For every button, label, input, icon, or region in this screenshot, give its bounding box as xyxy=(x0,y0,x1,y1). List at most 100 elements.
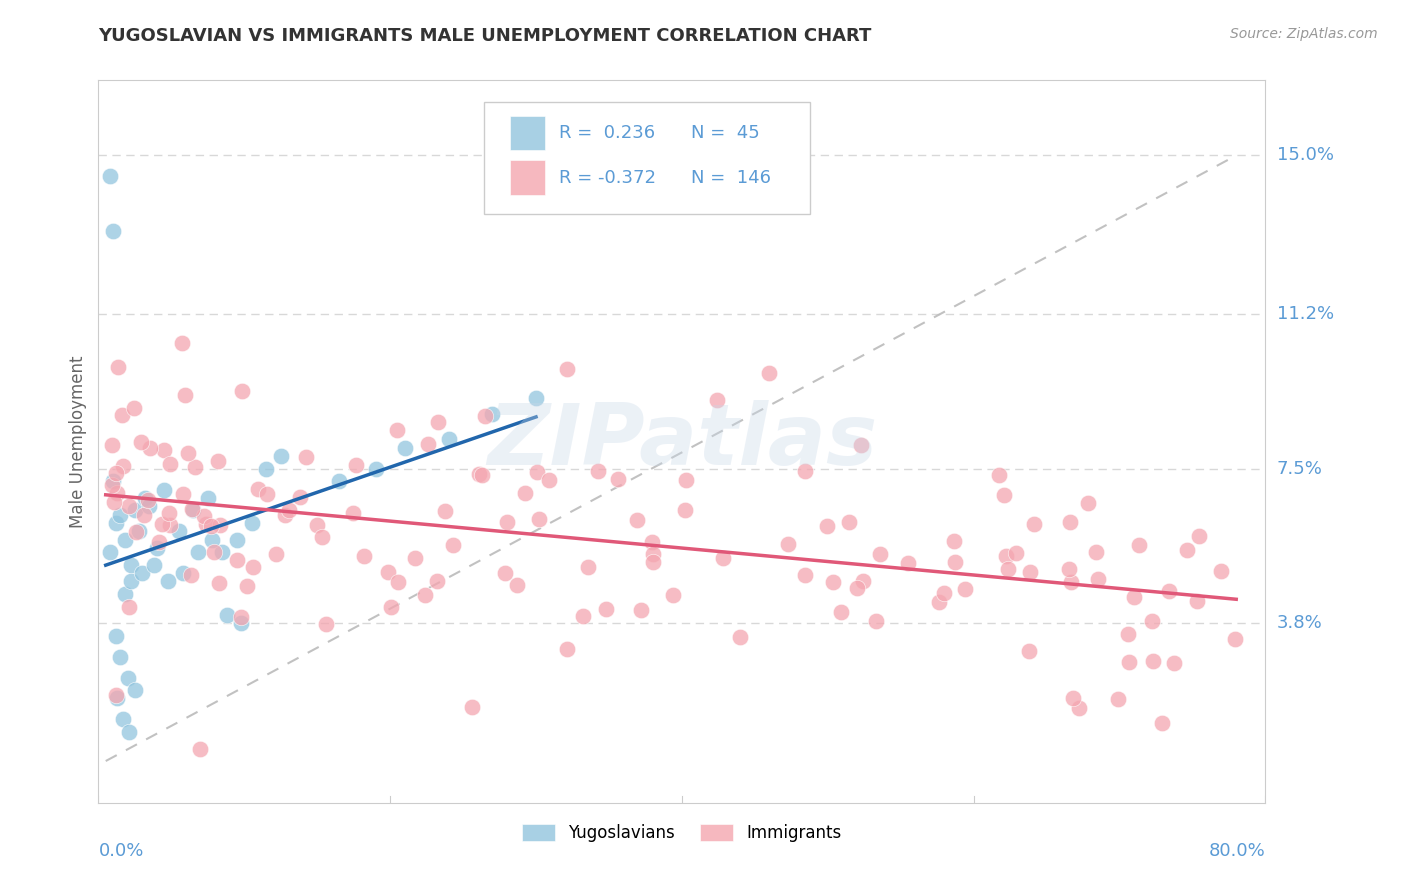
Point xyxy=(172,566,194,580)
Point xyxy=(122,401,145,416)
Point xyxy=(103,494,125,508)
Point xyxy=(1185,594,1208,608)
Point xyxy=(1019,565,1042,579)
Point xyxy=(111,408,134,422)
Point xyxy=(266,547,288,561)
Point xyxy=(527,512,550,526)
Point xyxy=(641,547,664,561)
Point xyxy=(1060,574,1083,589)
Point xyxy=(202,544,225,558)
Point xyxy=(494,566,516,580)
Point xyxy=(471,468,494,483)
Point xyxy=(150,516,173,531)
Point xyxy=(270,449,292,463)
Point xyxy=(172,487,194,501)
Point xyxy=(146,541,169,555)
Point xyxy=(865,614,887,628)
Point xyxy=(526,465,548,479)
Point xyxy=(817,519,839,533)
Point xyxy=(208,576,231,591)
Point xyxy=(120,574,142,589)
Point xyxy=(641,556,664,570)
Text: 0.0%: 0.0% xyxy=(98,842,143,860)
Point xyxy=(364,461,387,475)
Point xyxy=(555,362,578,376)
Point xyxy=(437,433,460,447)
Point xyxy=(353,549,375,563)
Point xyxy=(1018,644,1040,658)
Point xyxy=(181,503,204,517)
Point xyxy=(1142,654,1164,668)
Text: R = -0.372: R = -0.372 xyxy=(560,169,657,186)
Point xyxy=(101,478,124,492)
Point xyxy=(173,388,195,402)
Point xyxy=(571,609,593,624)
Point xyxy=(231,384,253,398)
Point xyxy=(104,516,127,530)
Point xyxy=(208,517,231,532)
Point xyxy=(342,506,364,520)
Legend: Yugoslavians, Immigrants: Yugoslavians, Immigrants xyxy=(515,817,849,848)
Point xyxy=(538,473,561,487)
Point xyxy=(1004,546,1026,560)
Text: 80.0%: 80.0% xyxy=(1209,842,1265,860)
Point xyxy=(104,629,127,643)
Text: 15.0%: 15.0% xyxy=(1277,146,1333,164)
Point xyxy=(426,415,449,429)
Point xyxy=(254,461,277,475)
Point xyxy=(380,599,402,614)
Point xyxy=(496,516,519,530)
Point xyxy=(943,555,966,569)
Point xyxy=(995,549,1018,564)
FancyBboxPatch shape xyxy=(510,161,546,195)
Point xyxy=(953,582,976,596)
Point xyxy=(576,559,599,574)
Point xyxy=(104,466,127,480)
Point xyxy=(434,503,457,517)
Point xyxy=(942,534,965,549)
Point xyxy=(706,393,728,408)
Point xyxy=(426,574,449,588)
Point xyxy=(246,482,269,496)
Point xyxy=(132,508,155,523)
Point xyxy=(997,561,1019,575)
Point xyxy=(153,442,176,457)
Point xyxy=(201,533,224,547)
Text: 11.2%: 11.2% xyxy=(1277,305,1334,323)
Point xyxy=(242,560,264,574)
Point xyxy=(830,605,852,619)
Point xyxy=(124,503,146,517)
Point xyxy=(183,459,205,474)
Point xyxy=(114,533,136,547)
Point xyxy=(377,566,399,580)
Point xyxy=(177,445,200,459)
Point xyxy=(200,518,222,533)
Point xyxy=(387,423,409,437)
Point xyxy=(157,574,180,589)
Point xyxy=(1118,655,1140,669)
Point xyxy=(193,509,215,524)
Point xyxy=(1116,627,1139,641)
Text: N =  45: N = 45 xyxy=(692,124,761,142)
Point xyxy=(1062,690,1084,705)
Text: 3.8%: 3.8% xyxy=(1277,615,1322,632)
Point xyxy=(101,438,124,452)
Point xyxy=(274,508,297,523)
Point xyxy=(172,336,194,351)
Point xyxy=(468,467,491,481)
Text: Source: ZipAtlas.com: Source: ZipAtlas.com xyxy=(1230,27,1378,41)
Point xyxy=(524,391,547,405)
Point xyxy=(107,360,129,375)
Point xyxy=(555,642,578,657)
Point xyxy=(730,630,752,644)
Point xyxy=(897,556,920,570)
Point xyxy=(1223,632,1246,646)
FancyBboxPatch shape xyxy=(484,102,810,214)
Point xyxy=(124,524,146,539)
Point xyxy=(845,581,868,595)
Point xyxy=(1175,542,1198,557)
Point xyxy=(188,741,211,756)
Point xyxy=(277,503,299,517)
Point xyxy=(211,545,233,559)
Point xyxy=(235,579,257,593)
